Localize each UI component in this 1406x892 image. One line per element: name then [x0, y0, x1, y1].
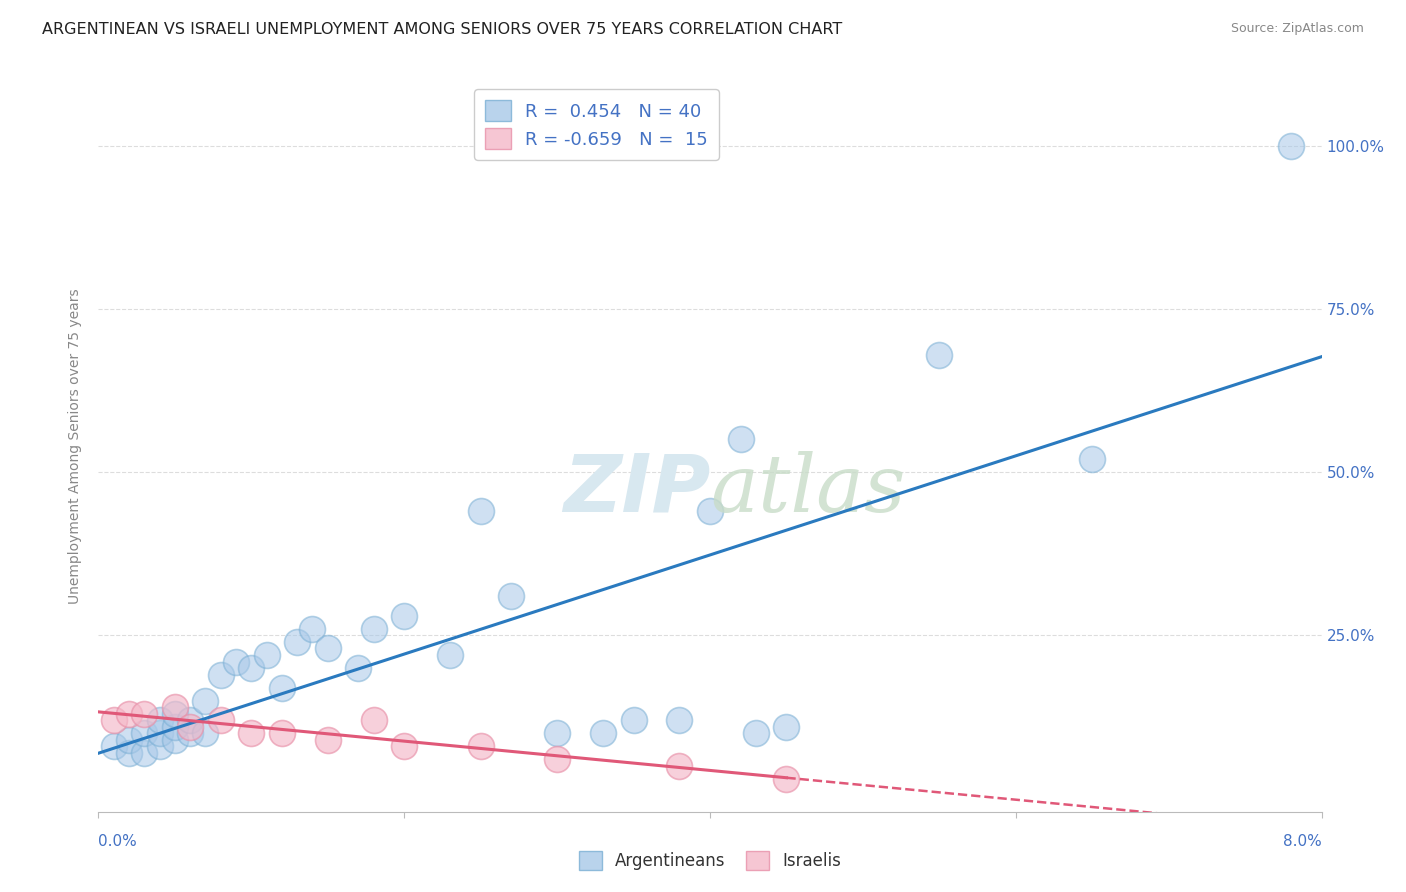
Point — [699, 504, 721, 518]
Legend: Argentineans, Israelis: Argentineans, Israelis — [572, 844, 848, 877]
Point — [546, 752, 568, 766]
Point — [470, 504, 492, 518]
Point — [285, 635, 308, 649]
Point — [149, 714, 172, 728]
Point — [209, 714, 232, 728]
Text: 8.0%: 8.0% — [1282, 834, 1322, 849]
Text: ZIP: ZIP — [562, 450, 710, 529]
Point — [163, 732, 186, 747]
Point — [392, 739, 416, 754]
Point — [118, 706, 141, 721]
Point — [270, 726, 294, 740]
Point — [392, 608, 416, 623]
Point — [270, 681, 294, 695]
Point — [928, 348, 950, 362]
Point — [301, 622, 323, 636]
Point — [439, 648, 461, 662]
Point — [118, 746, 141, 760]
Point — [775, 772, 797, 786]
Point — [501, 589, 523, 603]
Point — [194, 694, 217, 708]
Point — [225, 655, 247, 669]
Point — [103, 714, 125, 728]
Point — [668, 759, 690, 773]
Point — [668, 714, 690, 728]
Point — [363, 714, 385, 728]
Text: 0.0%: 0.0% — [98, 834, 138, 849]
Point — [775, 720, 797, 734]
Point — [730, 433, 752, 447]
Point — [149, 739, 172, 754]
Point — [1081, 452, 1104, 467]
Point — [546, 726, 568, 740]
Point — [256, 648, 278, 662]
Point — [179, 720, 201, 734]
Text: atlas: atlas — [710, 451, 905, 529]
Point — [1279, 138, 1302, 153]
Point — [149, 726, 172, 740]
Point — [194, 726, 217, 740]
Point — [134, 746, 156, 760]
Point — [363, 622, 385, 636]
Point — [240, 661, 263, 675]
Point — [134, 706, 156, 721]
Text: Source: ZipAtlas.com: Source: ZipAtlas.com — [1230, 22, 1364, 36]
Point — [134, 726, 156, 740]
Point — [623, 714, 645, 728]
Point — [470, 739, 492, 754]
Point — [103, 739, 125, 754]
Point — [163, 706, 186, 721]
Point — [347, 661, 370, 675]
Y-axis label: Unemployment Among Seniors over 75 years: Unemployment Among Seniors over 75 years — [69, 288, 83, 604]
Point — [316, 641, 339, 656]
Text: ARGENTINEAN VS ISRAELI UNEMPLOYMENT AMONG SENIORS OVER 75 YEARS CORRELATION CHAR: ARGENTINEAN VS ISRAELI UNEMPLOYMENT AMON… — [42, 22, 842, 37]
Point — [163, 720, 186, 734]
Point — [745, 726, 768, 740]
Point — [118, 732, 141, 747]
Point — [163, 700, 186, 714]
Point — [209, 667, 232, 681]
Point — [179, 714, 201, 728]
Point — [316, 732, 339, 747]
Point — [179, 726, 201, 740]
Point — [240, 726, 263, 740]
Point — [592, 726, 614, 740]
